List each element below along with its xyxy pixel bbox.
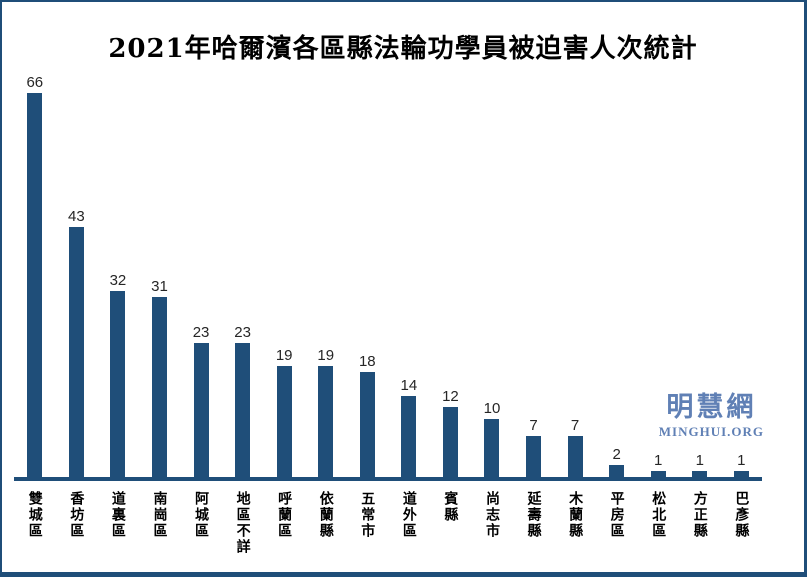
bar-column: 14 bbox=[388, 68, 430, 477]
bar-value-label: 14 bbox=[400, 377, 418, 394]
x-label-cell: 巴彥縣 bbox=[721, 491, 763, 539]
bar-value-label: 12 bbox=[442, 388, 459, 405]
x-axis-category-label: 雙城區 bbox=[26, 491, 43, 539]
x-axis-category-label: 呼蘭區 bbox=[276, 491, 293, 539]
bar bbox=[650, 471, 666, 477]
bar bbox=[27, 93, 43, 477]
bar-value-label: 2 bbox=[612, 446, 621, 463]
x-axis-category-label: 道裏區 bbox=[109, 491, 126, 539]
bar bbox=[151, 297, 167, 477]
minghui-watermark-url: MINGHUI.ORG bbox=[658, 423, 764, 439]
bar-column: 7 bbox=[513, 68, 555, 477]
x-axis-category-label: 道外區 bbox=[400, 491, 417, 539]
bar-value-label: 31 bbox=[151, 278, 168, 295]
x-label-cell: 雙城區 bbox=[14, 491, 56, 539]
bar bbox=[110, 291, 126, 477]
x-label-cell: 尚志市 bbox=[471, 491, 513, 539]
bar-value-label: 19 bbox=[317, 347, 335, 364]
bar-column: 31 bbox=[139, 68, 181, 477]
x-axis-category-label: 香坊區 bbox=[68, 491, 85, 539]
x-label-cell: 方正縣 bbox=[679, 491, 721, 539]
bar-value-label: 1 bbox=[654, 452, 663, 469]
bar-value-label: 7 bbox=[570, 417, 580, 434]
x-label-cell: 南崗區 bbox=[139, 491, 181, 539]
bar-column: 1 bbox=[637, 68, 679, 477]
x-label-cell: 呼蘭區 bbox=[263, 491, 305, 539]
bar-column: 1 bbox=[679, 68, 721, 477]
x-axis-labels: 雙城區 香坊區 道裏區 南崗區 阿城區 地區不詳 呼蘭區 依蘭縣 五常市 道外區 賓縣 尚志市 延壽縣 木… bbox=[14, 491, 762, 555]
x-axis-category-label: 南崗區 bbox=[151, 491, 168, 539]
minghui-watermark-chinese: 明慧網 bbox=[666, 392, 757, 423]
bar-column: 12 bbox=[430, 68, 472, 477]
x-label-cell: 延壽縣 bbox=[513, 491, 555, 539]
bar-column: 2 bbox=[596, 68, 638, 477]
x-label-cell: 木蘭縣 bbox=[554, 491, 596, 539]
bar-column: 43 bbox=[56, 68, 98, 477]
chart-title: 2021年哈爾濱各區縣法輪功學員被迫害人次統計 bbox=[108, 34, 698, 64]
bar bbox=[401, 396, 417, 477]
bar-value-label: 32 bbox=[109, 272, 127, 289]
x-axis-category-label: 阿城區 bbox=[193, 491, 210, 539]
bar bbox=[442, 407, 458, 477]
bar bbox=[733, 471, 749, 477]
x-label-cell: 松北區 bbox=[637, 491, 679, 539]
bar-value-label: 10 bbox=[483, 400, 501, 417]
x-axis-category-label: 依蘭縣 bbox=[317, 491, 334, 539]
bar bbox=[359, 372, 375, 477]
x-label-cell: 阿城區 bbox=[180, 491, 222, 539]
bar-column: 7 bbox=[554, 68, 596, 477]
x-axis-category-label: 五常市 bbox=[359, 491, 376, 539]
bar-column: 23 bbox=[180, 68, 222, 477]
bar bbox=[235, 343, 251, 477]
x-label-cell: 平房區 bbox=[596, 491, 638, 539]
bar-column: 23 bbox=[222, 68, 264, 477]
x-label-cell: 香坊區 bbox=[56, 491, 98, 539]
plot-area: 66 43 32 31 23 23 19 19 18 14 12 10 7 7 2 1 1 1 bbox=[14, 68, 762, 481]
bar-value-label: 43 bbox=[68, 208, 85, 225]
x-label-cell: 地區不詳 bbox=[222, 491, 264, 555]
bar-value-label: 19 bbox=[275, 347, 293, 364]
x-label-cell: 道外區 bbox=[388, 491, 430, 539]
minghui-watermark: 明慧網 MINGHUI.ORG bbox=[659, 393, 764, 440]
bar-column: 1 bbox=[721, 68, 763, 477]
bar-value-label: 23 bbox=[234, 324, 251, 341]
bar bbox=[318, 366, 334, 477]
bar-value-label: 1 bbox=[737, 452, 746, 469]
bar bbox=[193, 343, 209, 477]
x-axis-category-label: 方正縣 bbox=[691, 491, 708, 539]
x-axis-category-label: 木蘭縣 bbox=[567, 491, 584, 539]
bar-value-label: 1 bbox=[695, 452, 704, 469]
x-label-cell: 道裏區 bbox=[97, 491, 139, 539]
x-label-cell: 五常市 bbox=[347, 491, 389, 539]
bar-column: 19 bbox=[263, 68, 305, 477]
x-axis-category-label: 尚志市 bbox=[483, 491, 500, 539]
bar-value-label: 7 bbox=[529, 417, 538, 434]
bar-value-label: 23 bbox=[192, 324, 210, 341]
x-label-cell: 依蘭縣 bbox=[305, 491, 347, 539]
bar-column: 18 bbox=[347, 68, 389, 477]
x-axis-category-label: 松北區 bbox=[650, 491, 667, 539]
bar-value-label: 66 bbox=[26, 74, 44, 91]
x-label-cell: 賓縣 bbox=[430, 491, 472, 523]
x-axis-category-label: 賓縣 bbox=[442, 491, 459, 523]
bar-column: 10 bbox=[471, 68, 513, 477]
bar bbox=[609, 465, 625, 477]
bar bbox=[567, 436, 583, 477]
bar bbox=[484, 419, 500, 477]
x-axis-category-label: 平房區 bbox=[608, 491, 625, 539]
bar-value-label: 18 bbox=[358, 353, 376, 370]
bar bbox=[276, 366, 292, 477]
bar bbox=[68, 227, 84, 477]
x-axis-category-label: 地區不詳 bbox=[234, 491, 251, 555]
bar-column: 32 bbox=[97, 68, 139, 477]
bar-column: 19 bbox=[305, 68, 347, 477]
bar bbox=[692, 471, 708, 477]
x-axis-category-label: 延壽縣 bbox=[525, 491, 542, 539]
x-axis-category-label: 巴彥縣 bbox=[733, 491, 750, 539]
bar-column: 66 bbox=[14, 68, 56, 477]
bar bbox=[526, 436, 542, 477]
